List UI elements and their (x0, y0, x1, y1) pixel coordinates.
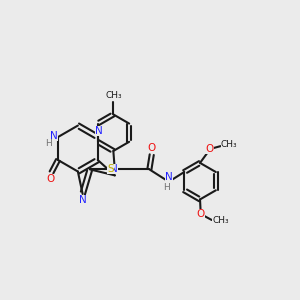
Text: O: O (196, 208, 205, 218)
Text: N: N (80, 195, 87, 206)
Text: O: O (148, 143, 156, 153)
Text: N: N (95, 126, 103, 136)
Text: CH₃: CH₃ (220, 140, 237, 149)
Text: O: O (46, 174, 54, 184)
Text: H: H (163, 182, 170, 191)
Text: N: N (50, 131, 58, 141)
Text: CH₃: CH₃ (212, 216, 229, 225)
Text: S: S (107, 164, 114, 174)
Text: N: N (110, 164, 118, 174)
Text: CH₃: CH₃ (105, 91, 122, 100)
Text: H: H (45, 139, 52, 148)
Text: O: O (205, 144, 214, 154)
Text: N: N (165, 172, 173, 182)
